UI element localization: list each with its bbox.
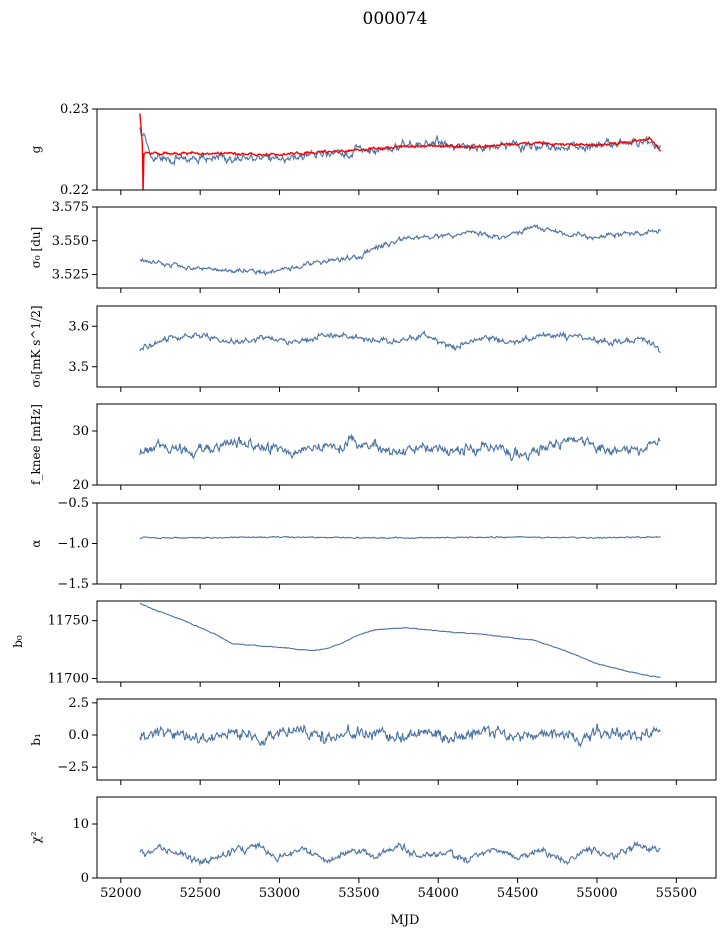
y-tick-label: −1.0 <box>57 537 89 552</box>
y-tick-label: 0.0 <box>68 728 89 743</box>
y-axis-label: b₁ <box>29 733 43 746</box>
y-tick-label: −2.5 <box>57 760 89 775</box>
y-tick-label: 3.575 <box>52 200 89 215</box>
panel-frame <box>96 403 717 486</box>
panel-3: 3.5 3.6 σ₀[mK s^1/2] <box>29 305 717 392</box>
panel-1: 0.22 0.23 g <box>29 102 717 198</box>
y-tick-label: 0.22 <box>60 183 89 198</box>
panel-4: 20 30 f_knee [mHz] <box>29 403 717 493</box>
y-tick-label: 30 <box>72 424 89 439</box>
x-tick-label: 54500 <box>497 886 538 901</box>
y-tick-label: 3.525 <box>52 268 89 283</box>
series-line-1 <box>139 723 661 748</box>
panel-frame <box>96 206 717 289</box>
x-tick-label: 52500 <box>179 886 220 901</box>
y-axis-label: f_knee [mHz] <box>29 404 43 485</box>
y-tick-label: 3.550 <box>52 234 89 249</box>
y-axis-label: σ₀ [du] <box>29 227 43 269</box>
y-tick-label: 11700 <box>48 672 89 687</box>
panel-frame <box>96 108 717 191</box>
panel-frame <box>96 796 717 879</box>
panel-5: −1.5 −1.0 −0.5 α <box>29 496 717 592</box>
series-line-1 <box>139 535 661 540</box>
series-line-1 <box>139 224 661 277</box>
x-tick-label: 53000 <box>259 886 300 901</box>
y-tick-label: 11750 <box>48 614 89 629</box>
y-tick-label: −0.5 <box>57 496 89 511</box>
x-tick-label: 54000 <box>418 886 459 901</box>
x-tick-label: 55500 <box>656 886 697 901</box>
panel-frame <box>96 600 717 683</box>
series-line-1 <box>139 840 661 867</box>
y-tick-label: 3.5 <box>68 360 89 375</box>
series-line-1 <box>139 602 661 678</box>
panel-frame <box>96 502 717 585</box>
series-line-1 <box>139 127 661 167</box>
figure-title: 000074 <box>363 9 428 29</box>
series-line-2 <box>139 113 661 190</box>
y-axis-label: g <box>29 145 43 153</box>
series-line-1 <box>139 433 661 462</box>
y-tick-label: −1.5 <box>57 577 89 592</box>
panel-7: −2.5 0.0 2.5 b₁ <box>29 696 717 785</box>
panel-8: 0 10 52000 52500 53000 53500 54000 54500 55000 55… <box>29 796 717 901</box>
y-tick-label: 0.23 <box>60 102 89 117</box>
panel-6: 11700 11750 b₀ <box>11 600 717 687</box>
y-axis-label: b₀ <box>11 635 25 648</box>
panels: 0.22 0.23 g 3.525 3.550 3.575 σ₀ [du] 3.5 3.6 σ₀[… <box>11 102 717 901</box>
x-axis-label: MJD <box>391 913 420 928</box>
y-tick-label: 3.6 <box>68 319 89 334</box>
y-tick-label: 2.5 <box>68 696 89 711</box>
x-tick-label: 55000 <box>576 886 617 901</box>
panel-frame <box>96 698 717 781</box>
y-axis-label: σ₀[mK s^1/2] <box>29 305 43 387</box>
y-tick-label: 20 <box>72 478 89 493</box>
y-tick-label: 0 <box>81 871 89 886</box>
panel-2: 3.525 3.550 3.575 σ₀ [du] <box>29 200 717 293</box>
series-line-1 <box>139 330 661 354</box>
x-tick-label: 52000 <box>100 886 141 901</box>
y-axis-label: α <box>29 539 43 547</box>
panel-frame <box>96 305 717 388</box>
x-tick-label: 53500 <box>338 886 379 901</box>
y-tick-label: 10 <box>72 817 89 832</box>
y-axis-label: χ² <box>29 831 43 843</box>
